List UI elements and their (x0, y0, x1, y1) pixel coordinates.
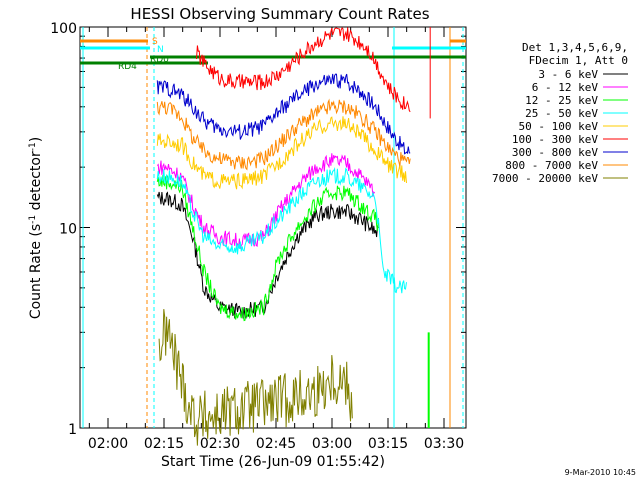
x-tick-label: 02:45 (256, 436, 296, 452)
date-stamp: 9-Mar-2010 10:45 (565, 468, 636, 477)
flag-label-n: N (157, 45, 164, 55)
legend-entry: 100 - 300 keV (512, 133, 598, 146)
series-line (156, 98, 411, 171)
x-tick-label: 03:30 (424, 436, 464, 452)
series-line (156, 116, 407, 190)
flag-label-rd4: RD4 (118, 62, 137, 72)
series-line (156, 174, 379, 322)
series-line (156, 153, 376, 249)
plot-frame (79, 26, 467, 429)
flag-label-s: S (152, 37, 158, 47)
series-line (158, 309, 353, 446)
y-axis-label: Count Rate (s-1 detector-1) (28, 137, 44, 319)
legend-header-2: FDecim 1, Att 0 (529, 54, 628, 67)
series-line (196, 27, 411, 113)
legend-entry: 6 - 12 keV (532, 81, 599, 94)
y-tick-label: 1 (68, 422, 77, 438)
x-tick-label: 02:15 (144, 436, 184, 452)
legend-entry: 300 - 800 keV (512, 146, 598, 159)
legend-entry: 3 - 6 keV (538, 68, 598, 81)
x-tick-label: 03:00 (312, 436, 352, 452)
legend-entry: 25 - 50 keV (525, 107, 598, 120)
legend-entry: 50 - 100 keV (519, 120, 599, 133)
flag-label-rd0: RD0 (150, 55, 169, 65)
series-line (156, 73, 411, 155)
chart-title: HESSI Observing Summary Count Rates (130, 5, 429, 23)
legend-header-1: Det 1,3,4,5,6,9, (522, 41, 628, 54)
legend-entry: 800 - 7000 keV (505, 159, 598, 172)
x-tick-label: 02:30 (200, 436, 240, 452)
series-line (156, 167, 407, 294)
x-axis-label: Start Time (26-Jun-09 01:55:42) (161, 454, 385, 470)
y-tick-label: 10 (59, 222, 77, 238)
y-tick-label: 100 (50, 21, 77, 37)
legend-entry: 7000 - 20000 keV (492, 172, 598, 185)
x-tick-label: 03:15 (368, 436, 408, 452)
legend-entry: 12 - 25 keV (525, 94, 598, 107)
x-tick-label: 02:00 (88, 436, 128, 452)
